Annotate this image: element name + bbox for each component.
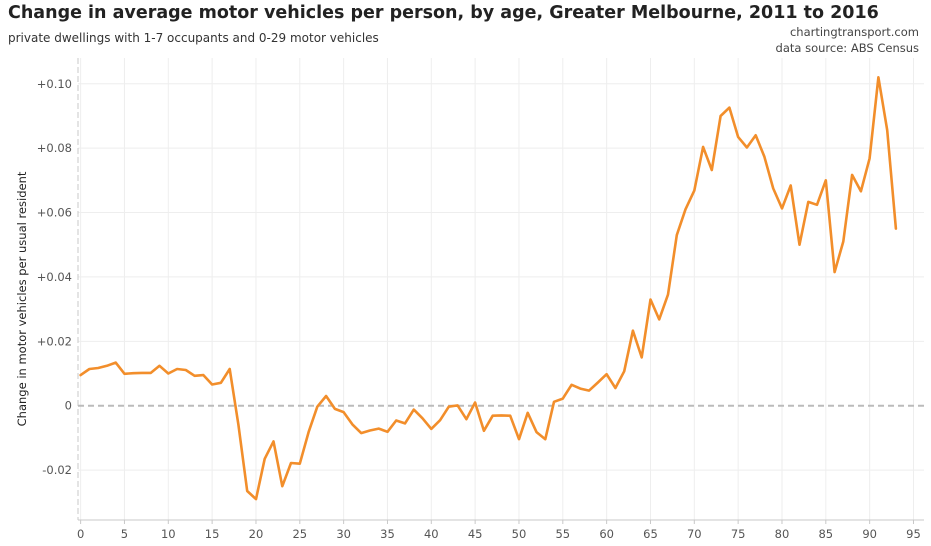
y-tick-label: +0.08 (37, 141, 72, 155)
x-tick-label: 10 (161, 527, 176, 541)
x-tick-label: 60 (599, 527, 614, 541)
x-tick-label: 35 (380, 527, 395, 541)
x-tick-label: 95 (906, 527, 921, 541)
y-axis-label: Change in motor vehicles per usual resid… (15, 171, 29, 426)
x-tick-label: 65 (643, 527, 658, 541)
x-tick-label: 55 (555, 527, 570, 541)
chart-subtitle: private dwellings with 1-7 occupants and… (8, 31, 379, 45)
chart-title: Change in average motor vehicles per per… (8, 3, 879, 23)
y-tick-label: +0.04 (37, 270, 72, 284)
x-tick-label: 85 (818, 527, 833, 541)
y-tick-label: +0.02 (37, 334, 72, 348)
credit-source: data source: ABS Census (775, 41, 919, 55)
x-tick-label: 25 (292, 527, 307, 541)
x-tick-label: 30 (336, 527, 351, 541)
x-tick-label: 75 (731, 527, 746, 541)
x-tick-label: 50 (512, 527, 527, 541)
series-line (79, 76, 898, 501)
axes (77, 58, 924, 524)
y-tick-label: +0.10 (37, 77, 72, 91)
x-tick-label: 40 (424, 527, 439, 541)
x-tick-label: 0 (77, 527, 84, 541)
y-tick-label: -0.02 (42, 463, 72, 477)
x-tick-label: 20 (249, 527, 264, 541)
x-tick-label: 90 (862, 527, 877, 541)
series-layer (78, 76, 924, 501)
y-tick-label: +0.06 (37, 206, 72, 220)
x-tick-label: 45 (468, 527, 483, 541)
x-tick-label: 15 (205, 527, 220, 541)
grid-lines (78, 58, 924, 520)
x-tick-label: 80 (775, 527, 790, 541)
x-tick-label: 5 (121, 527, 128, 541)
x-tick-label: 70 (687, 527, 702, 541)
y-tick-label: 0 (65, 399, 72, 413)
tick-labels: -0.02 0 +0.02 +0.04 +0.06 +0.08 +0.10 0 5 10 15 20 2… (37, 77, 921, 541)
credit-site[interactable]: chartingtransport.com (789, 25, 919, 39)
